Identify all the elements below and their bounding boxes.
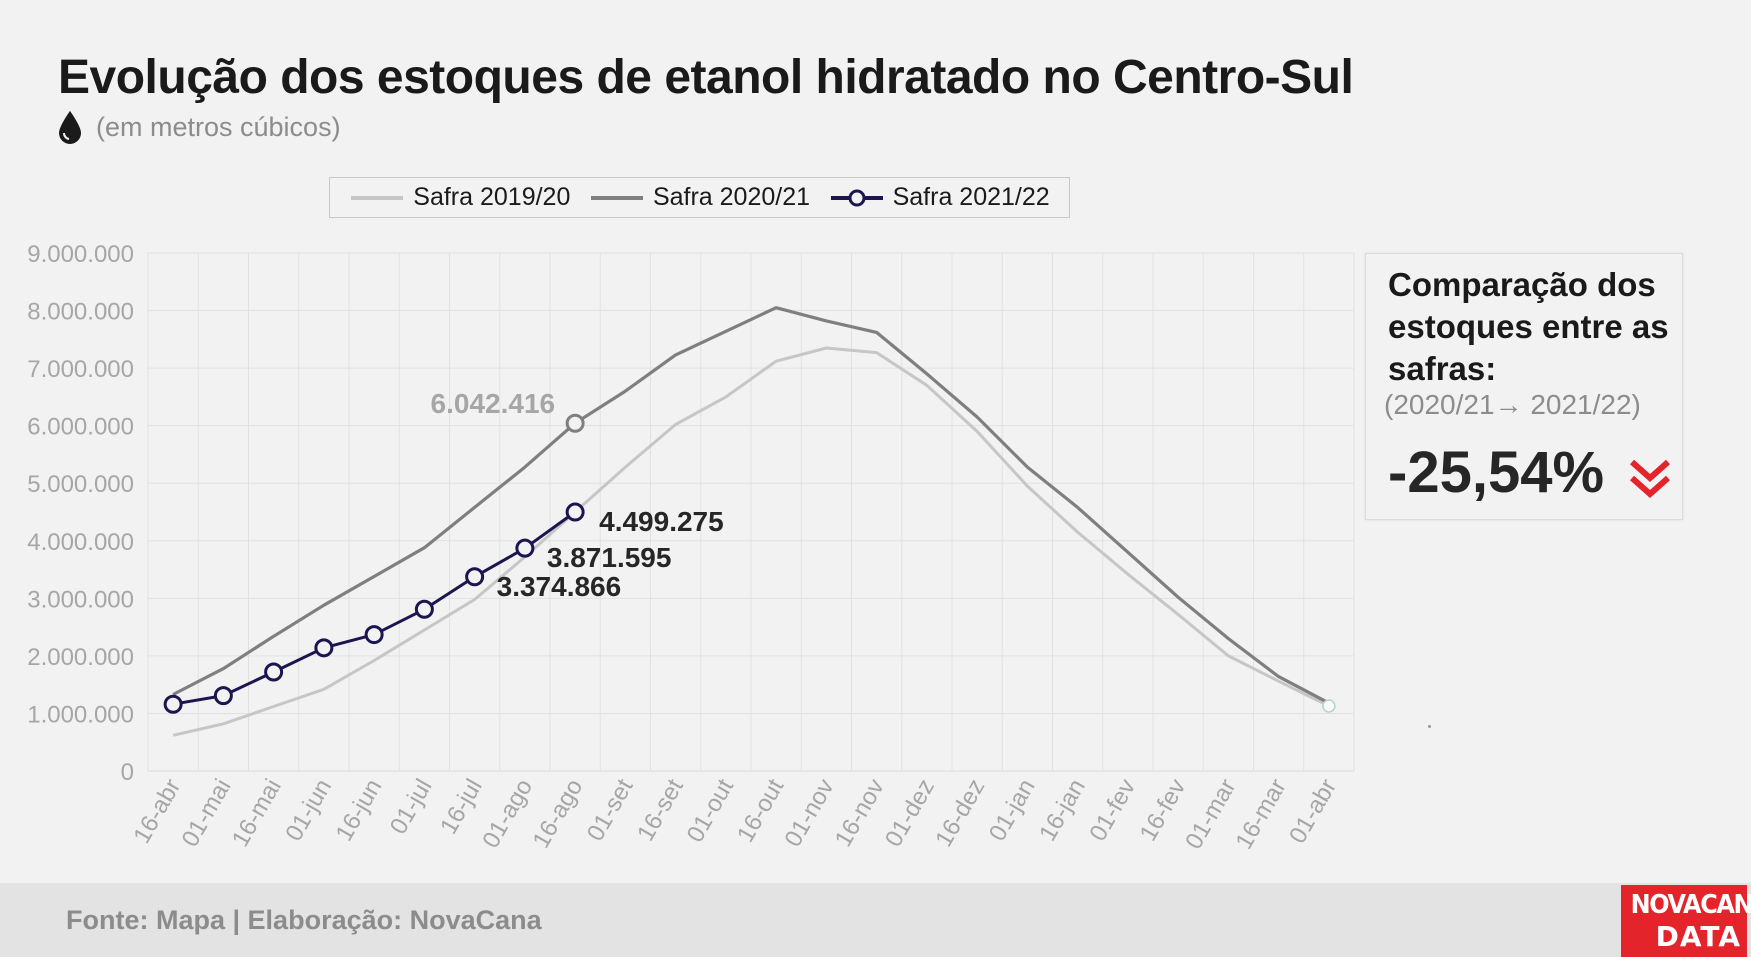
x-tick-label: 01-set — [582, 774, 639, 846]
subtitle-text: (em metros cúbicos) — [96, 111, 341, 142]
series-line-201920 — [172, 346, 1330, 737]
x-tick-label: 01-out — [682, 774, 740, 847]
series-point-marker — [565, 502, 585, 522]
x-tick-label: 01-dez — [880, 775, 940, 852]
series-point-marker — [565, 413, 585, 433]
series-point-marker — [314, 638, 334, 658]
y-tick-label: 0 — [121, 759, 134, 786]
x-tick-label: 16-ago — [528, 775, 589, 853]
x-tick-label: 01-jul — [385, 775, 438, 839]
x-tick-label: 16-dez — [930, 775, 990, 852]
legend-swatch-2021 — [830, 189, 883, 206]
legend-item-2019: Safra 2019/20 — [349, 183, 570, 212]
y-tick-label: 4.000.000 — [27, 529, 134, 556]
y-tick-label: 3.000.000 — [27, 586, 134, 613]
page-title: Evolução dos estoques de etanol hidratad… — [58, 51, 1354, 104]
x-tick-label: 01-nov — [779, 775, 839, 852]
comparison-heading: Comparação dos estoques entre as safras: — [1388, 266, 1669, 387]
line-chart: 0 1.000.000 2.000.000 3.000.000 4.000.000 5.0… — [27, 241, 1355, 854]
x-tick-label: 01-fev — [1084, 775, 1141, 846]
y-tick-label: 9.000.000 — [27, 241, 134, 268]
x-tick-label: 16-jan — [1034, 775, 1091, 846]
footer: Fonte: Mapa | Elaboração: NovaCana — [0, 883, 1751, 957]
series-point-marker — [515, 538, 535, 558]
x-tick-label: 01-jan — [984, 775, 1041, 846]
legend-label-2020: Safra 2020/21 — [652, 183, 811, 211]
drop-icon — [59, 111, 81, 144]
x-tick-label: 01-mai — [177, 775, 237, 852]
legend-label-2019: Safra 2019/20 — [413, 183, 571, 211]
series-point-marker — [163, 694, 183, 714]
legend-item-2021: Safra 2021/22 — [829, 183, 1050, 212]
stray-dot — [1428, 725, 1431, 728]
data-label: 3.871.595 — [547, 542, 672, 573]
y-tick-label: 2.000.000 — [27, 644, 134, 671]
series-point-marker — [465, 567, 485, 587]
x-tick-label: 16-jun — [331, 775, 388, 846]
x-tick-label: 16-mai — [227, 775, 287, 852]
data-label: 4.499.275 — [599, 506, 724, 537]
chart-legend: Safra 2019/20 Safra 2020/21 Safra 2021/2… — [329, 177, 1070, 218]
y-tick-label: 8.000.000 — [27, 299, 134, 326]
footer-source: Fonte: Mapa | Elaboração: NovaCana — [66, 905, 542, 935]
y-tick-label: 7.000.000 — [27, 356, 134, 383]
y-tick-label: 5.000.000 — [27, 471, 134, 498]
comparison-period: (2020/21→ 2021/22) — [1384, 389, 1641, 420]
data-label: 3.374.866 — [497, 571, 622, 602]
subtitle: (em metros cúbicos) — [58, 110, 341, 144]
x-tick-label: 16-mar — [1230, 775, 1291, 854]
comparison-box: Comparação dos estoques entre as safras:… — [1365, 253, 1683, 520]
legend-swatch-2019 — [351, 195, 404, 200]
x-tick-label: 16-nov — [830, 775, 890, 852]
logo-line2: DATA — [1655, 920, 1741, 953]
x-tick-label: 16-set — [632, 774, 689, 846]
legend-item-2020: Safra 2020/21 — [589, 183, 810, 212]
series-endpoint-marker — [1322, 699, 1336, 713]
x-tick-label: 01-abr — [1284, 774, 1342, 848]
data-label: 6.042.416 — [431, 388, 556, 419]
legend-label-2021: Safra 2021/22 — [892, 183, 1050, 211]
x-tick-label: 16-jul — [435, 775, 488, 839]
y-tick-label: 1.000.000 — [27, 701, 134, 728]
series-line-202021 — [172, 306, 1330, 705]
series-point-marker — [414, 599, 434, 619]
series-point-marker — [213, 686, 233, 706]
comparison-value: -25,54% — [1388, 440, 1605, 505]
novacana-logo: NOVACANA DATA — [1621, 885, 1751, 957]
series-point-marker — [264, 662, 284, 682]
x-tick-label: 01-jun — [280, 775, 337, 846]
y-tick-label: 6.000.000 — [27, 414, 134, 441]
legend-swatch-2020 — [590, 195, 643, 200]
series-point-marker — [364, 625, 384, 645]
double-chevron-down-icon — [1630, 459, 1670, 499]
logo-line1: NOVACANA — [1630, 890, 1751, 920]
